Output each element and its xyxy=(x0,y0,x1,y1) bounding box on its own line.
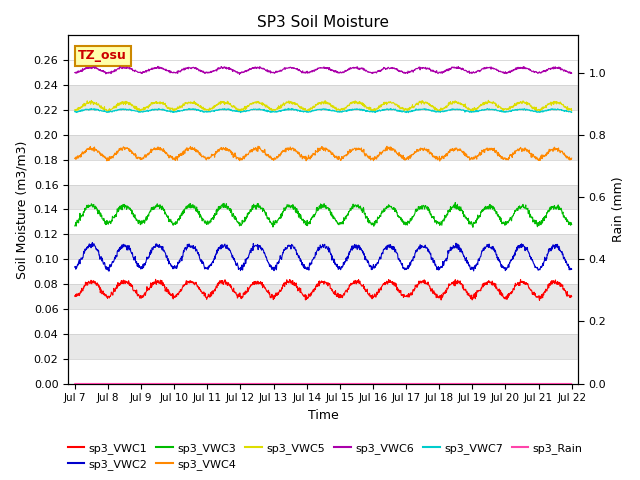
Bar xyxy=(68,334,579,359)
Bar xyxy=(68,184,579,209)
Legend: sp3_VWC1, sp3_VWC2, sp3_VWC3, sp3_VWC4, sp3_VWC5, sp3_VWC6, sp3_VWC7, sp3_Rain: sp3_VWC1, sp3_VWC2, sp3_VWC3, sp3_VWC4, … xyxy=(63,438,588,474)
Bar xyxy=(68,135,579,160)
Y-axis label: Rain (mm): Rain (mm) xyxy=(612,177,625,242)
Y-axis label: Soil Moisture (m3/m3): Soil Moisture (m3/m3) xyxy=(15,140,28,278)
X-axis label: Time: Time xyxy=(308,409,339,422)
Bar xyxy=(68,234,579,259)
Text: TZ_osu: TZ_osu xyxy=(78,49,127,62)
Bar xyxy=(68,85,579,110)
Title: SP3 Soil Moisture: SP3 Soil Moisture xyxy=(257,15,389,30)
Bar xyxy=(68,284,579,309)
